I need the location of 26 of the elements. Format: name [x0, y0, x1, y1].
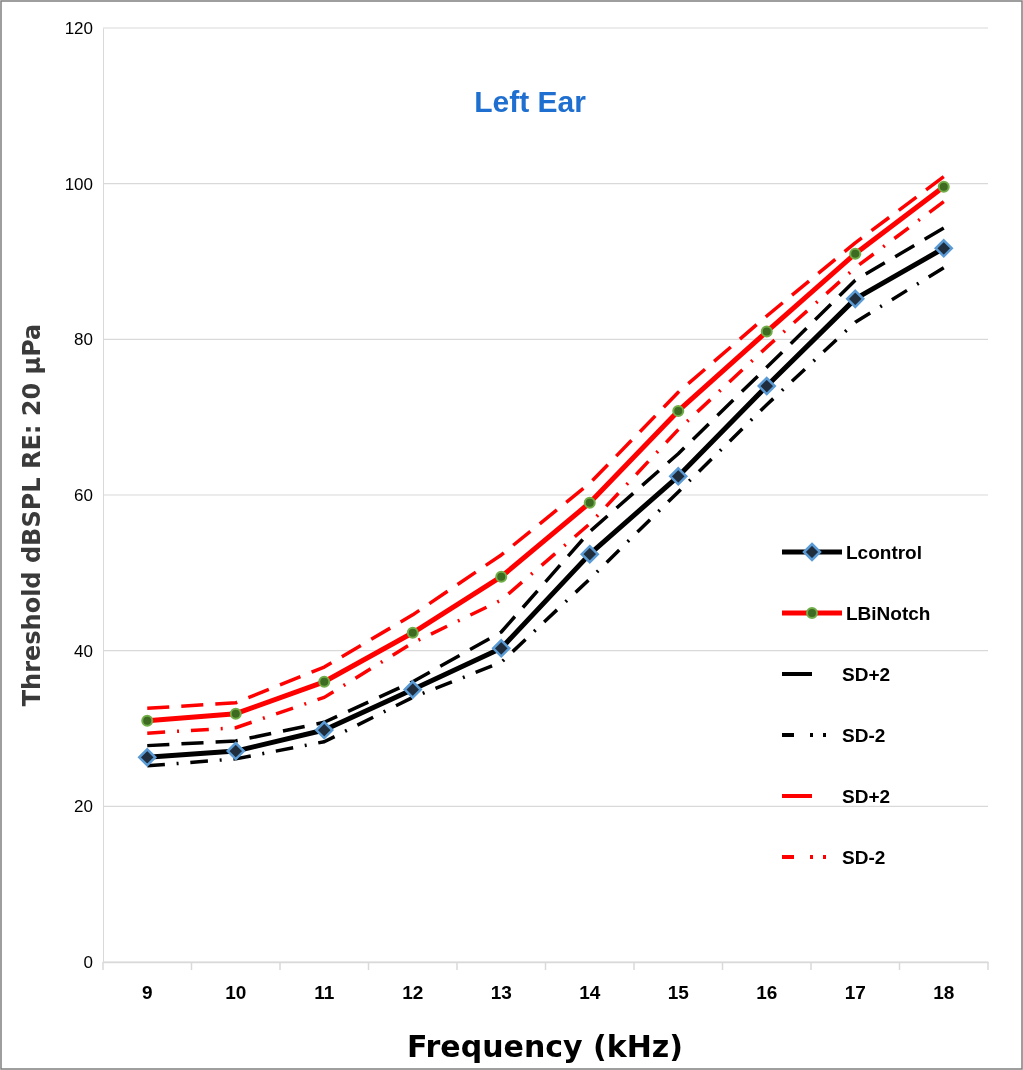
- y-tick-label: 40: [74, 641, 93, 661]
- legend-label: SD+2: [842, 786, 891, 807]
- legend-label: Lcontrol: [846, 542, 922, 563]
- y-tick-label: 0: [83, 952, 93, 972]
- y-tick-label: 80: [74, 330, 93, 350]
- y-tick-label: 20: [74, 797, 93, 817]
- y-tick-label: 60: [74, 485, 93, 505]
- x-tick-label: 15: [667, 982, 690, 1004]
- y-axis-title: Threshold dBSPL RE: 20 µPa: [18, 323, 46, 707]
- x-tick-label: 11: [314, 982, 335, 1004]
- x-tick-label: 10: [225, 982, 247, 1004]
- x-tick-label: 16: [756, 982, 778, 1004]
- legend-label: SD+2: [842, 664, 891, 685]
- x-tick-label: 13: [490, 982, 512, 1004]
- x-tick-label: 14: [579, 982, 601, 1004]
- x-tick-label: 9: [141, 982, 153, 1004]
- x-axis-title: Frequency (kHz): [407, 1029, 683, 1064]
- legend-label: SD-2: [842, 847, 886, 868]
- x-tick-label: 12: [402, 982, 424, 1004]
- legend-label: LBiNotch: [846, 603, 931, 624]
- text: Left Ear: [474, 85, 587, 118]
- y-tick-label: 100: [64, 174, 93, 194]
- legend-label: SD-2: [842, 725, 886, 746]
- y-tick-label: 120: [64, 18, 93, 38]
- x-tick-label: 18: [933, 982, 955, 1004]
- x-tick-label: 17: [844, 982, 866, 1004]
